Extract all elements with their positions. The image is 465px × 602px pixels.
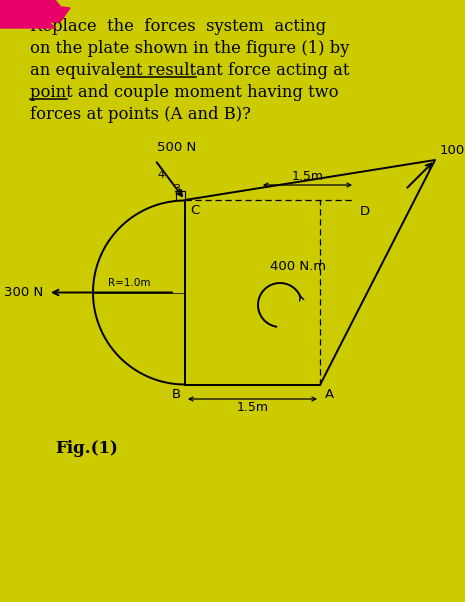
Text: 500 N: 500 N [157,141,196,154]
Text: A: A [325,388,334,401]
Text: 300 N: 300 N [4,286,43,299]
Text: point and couple moment having two: point and couple moment having two [30,84,339,101]
Text: 1.5m: 1.5m [292,170,324,183]
Text: R=1.0m: R=1.0m [108,278,150,288]
Text: on the plate shown in the figure (1) by: on the plate shown in the figure (1) by [30,40,350,57]
Text: 1000: 1000 [440,144,465,157]
Text: C: C [190,204,199,217]
Text: Fig.(1): Fig.(1) [55,440,118,457]
Text: 400 N.m: 400 N.m [270,260,326,273]
Text: Replace  the  forces  system  acting: Replace the forces system acting [30,18,326,35]
Text: forces at points (A and B)?: forces at points (A and B)? [30,106,251,123]
Text: 3: 3 [173,184,180,194]
Polygon shape [0,0,70,22]
Text: 4: 4 [158,170,165,180]
Text: D: D [360,205,370,218]
Text: B: B [172,388,181,401]
Text: an equivalent resultant force acting at: an equivalent resultant force acting at [30,62,349,79]
Polygon shape [0,0,65,28]
Text: 1.5m: 1.5m [237,401,268,414]
